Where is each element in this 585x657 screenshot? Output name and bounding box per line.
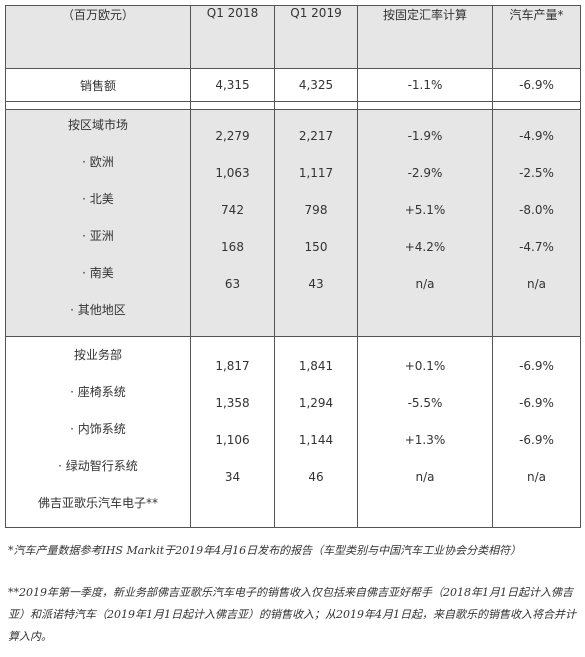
region-value: 168 — [221, 240, 244, 254]
table-header-row: （百万欧元） Q1 2018 Q1 2019 按固定汇率计算 汽车产量* — [5, 5, 581, 69]
segments-auto-production: -6.9% -6.9% -6.9% n/a — [492, 336, 581, 528]
region-value: -8.0% — [519, 203, 554, 217]
segment-label: · 座椅系统 — [70, 385, 126, 399]
sales-label: 销售额 — [5, 68, 191, 102]
region-value: n/a — [415, 277, 435, 291]
region-value: -4.9% — [519, 129, 554, 143]
segment-value: 1,106 — [215, 433, 250, 447]
sales-auto-production: -6.9% — [492, 68, 581, 102]
header-q1-2018: Q1 2018 — [190, 5, 275, 69]
segment-value: 1,144 — [298, 433, 334, 447]
region-value: 150 — [304, 240, 328, 254]
segment-value: -6.9% — [519, 433, 554, 447]
region-value: -2.9% — [407, 166, 443, 180]
segment-value: 46 — [308, 470, 324, 484]
header-constant-fx: 按固定汇率计算 — [357, 5, 493, 69]
footnote-production: *汽车产量数据参考IHS Markit于2019年4月16日发布的报告（车型类别… — [8, 544, 522, 557]
segment-value: 1,358 — [215, 396, 250, 410]
table-row-sales: 销售额 4,315 4,325 -1.1% -6.9% — [5, 68, 581, 102]
table-block-regions: 按区域市场 · 欧洲 · 北美 · 亚洲 · 南美 · 其他地区 2,279 1… — [5, 109, 581, 337]
segments-q1-2019: 1,841 1,294 1,144 46 — [274, 336, 358, 528]
table-block-segments: 按业务部 · 座椅系统 · 内饰系统 · 绿动智行系统 佛吉亚歌乐汽车电子** … — [5, 336, 581, 528]
segment-value: -5.5% — [407, 396, 443, 410]
region-value: 1,117 — [298, 166, 334, 180]
region-value: 43 — [308, 277, 324, 291]
segments-q1-2018: 1,817 1,358 1,106 34 — [190, 336, 275, 528]
regions-labels: 按区域市场 · 欧洲 · 北美 · 亚洲 · 南美 · 其他地区 — [5, 109, 191, 337]
region-value: 63 — [224, 277, 241, 291]
segments-labels: 按业务部 · 座椅系统 · 内饰系统 · 绿动智行系统 佛吉亚歌乐汽车电子** — [5, 336, 191, 528]
region-value: 742 — [221, 203, 244, 217]
header-unit: （百万欧元） — [5, 5, 191, 69]
region-value: n/a — [526, 277, 546, 291]
regions-constant-fx: -1.9% -2.9% +5.1% +4.2% n/a — [357, 109, 493, 337]
segment-value: n/a — [526, 470, 546, 484]
region-label: · 南美 — [82, 266, 114, 280]
region-label: · 北美 — [82, 192, 114, 206]
region-value: +4.2% — [404, 240, 446, 254]
region-value: 2,217 — [298, 129, 334, 143]
regions-auto-production: -4.9% -2.5% -8.0% -4.7% n/a — [492, 109, 581, 337]
region-value: -1.9% — [407, 129, 443, 143]
segment-value: 1,294 — [298, 396, 334, 410]
region-value: +5.1% — [404, 203, 446, 217]
segment-label: · 内饰系统 — [70, 422, 126, 436]
segment-label: 按业务部 — [73, 348, 122, 362]
segment-value: -6.9% — [519, 396, 554, 410]
segment-value: +0.1% — [404, 359, 446, 373]
segment-value: 1,817 — [215, 359, 250, 373]
region-value: 2,279 — [215, 129, 250, 143]
region-label: · 其他地区 — [70, 303, 126, 317]
financial-table: （百万欧元） Q1 2018 Q1 2019 按固定汇率计算 汽车产量* 销售额… — [5, 5, 581, 528]
region-value: 1,063 — [215, 166, 250, 180]
regions-q1-2018: 2,279 1,063 742 168 63 — [190, 109, 275, 337]
segment-value: +1.3% — [404, 433, 446, 447]
sales-q1-2019: 4,325 — [274, 68, 358, 102]
segment-value: n/a — [415, 470, 435, 484]
header-auto-production: 汽车产量* — [492, 5, 581, 69]
segment-value: -6.9% — [519, 359, 554, 373]
footnote-clarion: **2019年第一季度，新业务部佛吉亚歌乐汽车电子的销售收入仅包括来自佛吉亚好帮… — [8, 586, 576, 643]
regions-q1-2019: 2,217 1,117 798 150 43 — [274, 109, 358, 337]
region-label: · 亚洲 — [82, 229, 114, 243]
segment-value: 1,841 — [298, 359, 334, 373]
segments-constant-fx: +0.1% -5.5% +1.3% n/a — [357, 336, 493, 528]
spacer-row — [5, 101, 581, 110]
region-value: -2.5% — [519, 166, 554, 180]
region-value: 798 — [304, 203, 328, 217]
region-label: · 欧洲 — [82, 155, 114, 169]
region-value: -4.7% — [519, 240, 554, 254]
header-q1-2019: Q1 2019 — [274, 5, 358, 69]
sales-constant-fx: -1.1% — [357, 68, 493, 102]
region-label: 按区域市场 — [67, 118, 128, 132]
segment-value: 34 — [224, 470, 241, 484]
segment-label: 佛吉亚歌乐汽车电子** — [37, 496, 158, 510]
segment-label: · 绿动智行系统 — [58, 459, 138, 473]
sales-q1-2018: 4,315 — [190, 68, 275, 102]
